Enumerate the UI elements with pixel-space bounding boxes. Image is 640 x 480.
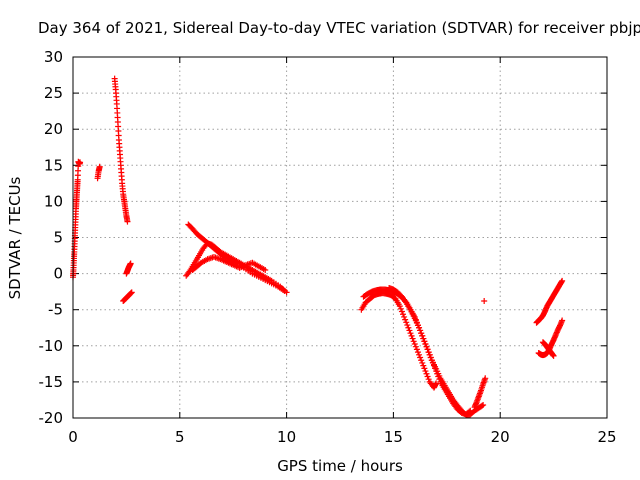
data-point xyxy=(425,349,432,356)
y-tick-label: 20 xyxy=(44,120,63,138)
data-point xyxy=(407,330,414,337)
data-point xyxy=(398,308,405,315)
data-point xyxy=(422,340,429,347)
data-point xyxy=(420,362,427,369)
data-point xyxy=(409,335,416,342)
data-point xyxy=(410,338,417,345)
data-point xyxy=(421,338,428,345)
data-point xyxy=(414,349,421,356)
data-point xyxy=(419,332,426,339)
y-tick-label: -5 xyxy=(48,301,63,319)
data-point xyxy=(411,340,418,347)
data-point xyxy=(404,322,411,329)
x-tick-label: 20 xyxy=(491,428,510,446)
data-point xyxy=(405,324,412,331)
data-point xyxy=(416,324,423,331)
y-tick-label: 5 xyxy=(53,229,63,247)
tick-labels: 0 5 10 15 20 25 -20 -15 -10 -5 0 5 10 15 20 25 30 xyxy=(39,48,617,446)
data-point xyxy=(559,277,566,284)
data-point xyxy=(422,368,429,375)
data-point xyxy=(550,352,557,359)
data-point xyxy=(396,303,403,310)
x-tick-label: 15 xyxy=(384,428,403,446)
data-point xyxy=(77,159,84,166)
data-point xyxy=(128,289,135,296)
data-point xyxy=(423,343,430,350)
data-point xyxy=(402,316,409,323)
data-point xyxy=(433,380,440,387)
data-point xyxy=(406,327,413,334)
y-tick-label: -10 xyxy=(39,337,64,355)
data-point xyxy=(417,327,424,334)
y-tick-label: -20 xyxy=(39,409,64,427)
data-point xyxy=(262,266,269,273)
chart-title: Day 364 of 2021, Sidereal Day-to-day VTE… xyxy=(38,19,640,37)
data-point xyxy=(408,332,415,339)
data-point xyxy=(479,402,486,409)
data-point xyxy=(424,373,431,380)
x-tick-label: 0 xyxy=(68,428,78,446)
plot-frame xyxy=(72,56,608,419)
data-point xyxy=(480,402,487,409)
y-tick-label: 10 xyxy=(44,192,63,210)
data-point xyxy=(400,311,407,318)
y-axis-title: SDTVAR / TECUs xyxy=(6,176,24,299)
x-tick-label: 5 xyxy=(175,428,185,446)
x-axis-title: GPS time / hours xyxy=(277,457,403,475)
data-point xyxy=(426,351,433,358)
data-point xyxy=(413,346,420,353)
data-point xyxy=(416,351,423,358)
data-point xyxy=(283,289,290,296)
data-point xyxy=(425,376,432,383)
data-point xyxy=(423,370,430,377)
y-tick-label: 30 xyxy=(44,48,63,66)
data-point xyxy=(124,218,131,225)
grid-lines xyxy=(73,57,607,418)
data-point xyxy=(127,260,134,267)
data-point xyxy=(412,343,419,350)
data-point xyxy=(420,335,427,342)
data-point xyxy=(424,346,431,353)
data-point xyxy=(96,163,103,170)
data-point xyxy=(481,298,488,305)
data-point xyxy=(418,330,425,337)
data-point xyxy=(418,357,425,364)
y-tick-label: 0 xyxy=(53,265,63,283)
y-tick-label: 25 xyxy=(44,84,63,102)
y-tick-label: 15 xyxy=(44,156,63,174)
data-points xyxy=(70,75,566,419)
x-tick-label: 25 xyxy=(597,428,616,446)
y-tick-label: -15 xyxy=(39,373,64,391)
data-point xyxy=(403,319,410,326)
data-point xyxy=(419,359,426,366)
data-point xyxy=(417,354,424,361)
x-tick-label: 10 xyxy=(277,428,296,446)
data-point xyxy=(397,305,404,312)
data-point xyxy=(427,354,434,361)
data-point xyxy=(421,365,428,372)
data-point xyxy=(559,317,566,324)
data-point xyxy=(482,375,489,382)
data-point xyxy=(401,313,408,320)
